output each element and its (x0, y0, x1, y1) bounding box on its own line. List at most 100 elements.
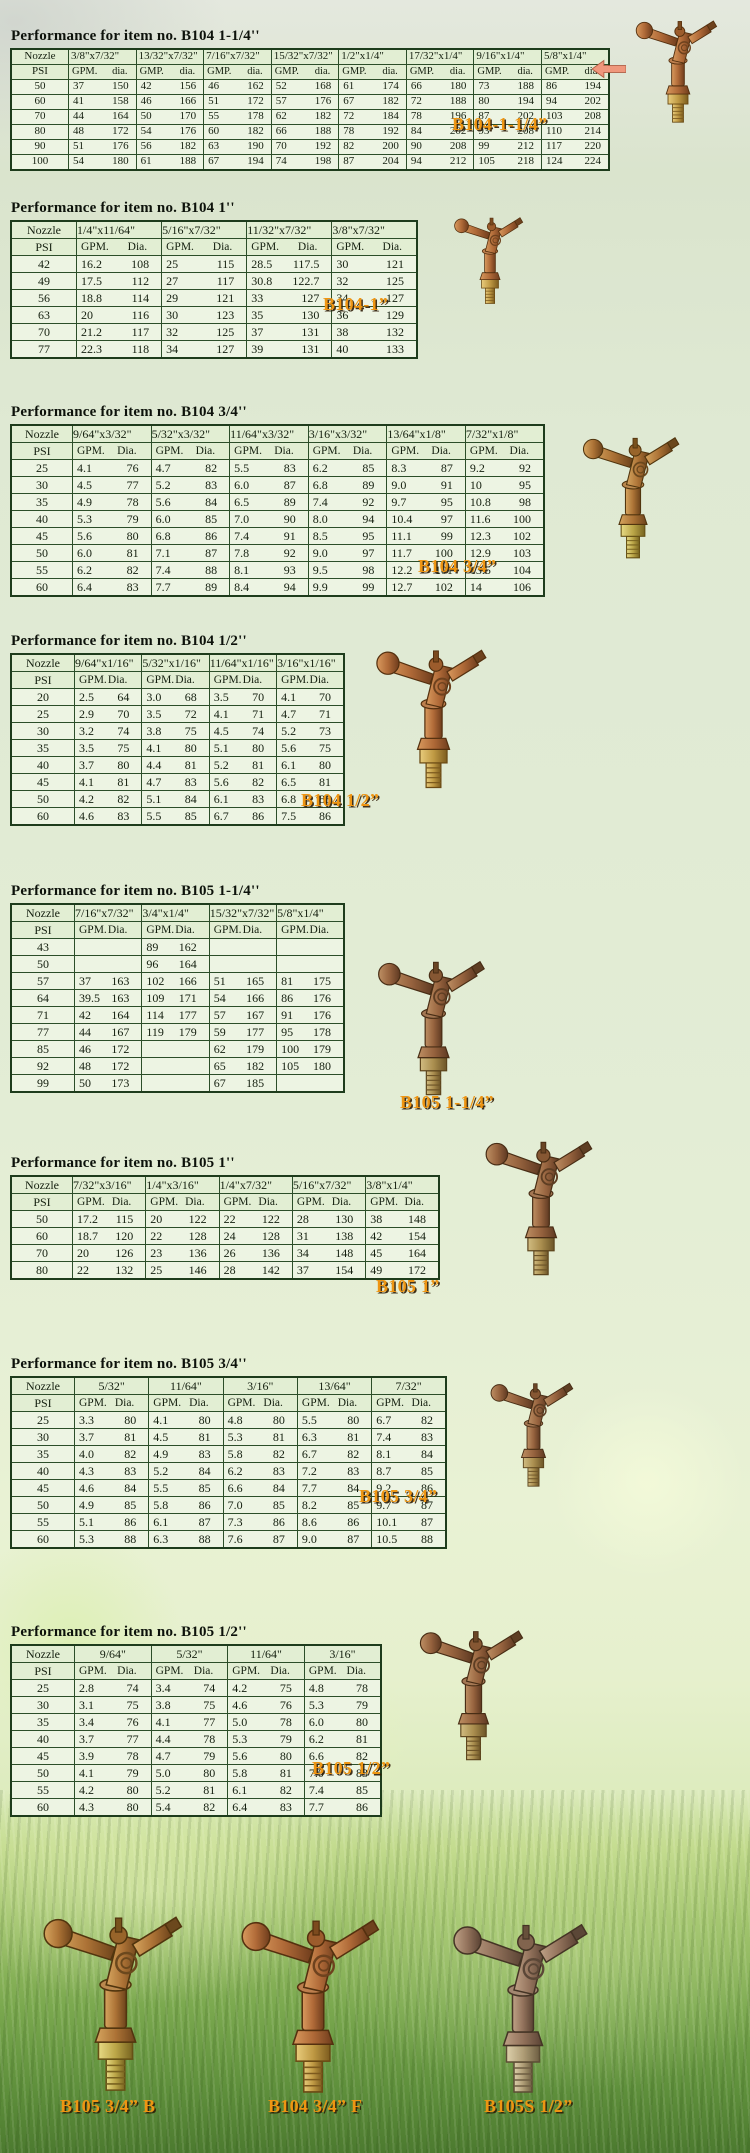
dia-value: 91 (440, 477, 453, 492)
value-cell: 45 164 (365, 1244, 440, 1262)
flow-unit-label: GPM. (213, 673, 242, 686)
value-pair: 86 194 (542, 81, 608, 93)
value-pair: 63 190 (205, 141, 271, 153)
dia-value: 98 (519, 494, 531, 509)
value-cell: 26 136 (218, 1244, 293, 1262)
dia-unit-label: Dia. (189, 1396, 209, 1409)
product-photo-b105-3-4 (446, 1368, 621, 1488)
data-row: 60 6.4 83 7.7 89 8.4 94 9.9 99 12.7 102 14 106 (10, 578, 545, 597)
dia-value: 98 (362, 562, 375, 577)
dia-value: 82 (252, 774, 265, 789)
value-cell: 61 174 (338, 79, 407, 95)
flow-unit-label: GPM. (77, 444, 105, 457)
value-pair: 6.8 86 (152, 530, 229, 543)
nozzle-size-header: 3/16"x3/32" (307, 424, 388, 443)
dia-value: 87 (421, 1497, 433, 1512)
nozzle-size-header: 3/16" (303, 1644, 382, 1663)
product-label-b104-3-4: B104 3/4” (418, 556, 497, 576)
dia-value: 94 (283, 579, 296, 594)
gpm-value: 56 (140, 140, 152, 153)
product-label-b105-1: B105 1” (376, 1276, 440, 1296)
value-cell: 8.6 86 (296, 1513, 373, 1531)
value-cell: 8.1 84 (371, 1445, 447, 1463)
value-pair: 9.9 99 (309, 579, 386, 594)
dia-value: 95 (362, 528, 375, 543)
psi-cell: 55 (10, 1513, 75, 1531)
dia-unit-label: Dia. (212, 240, 233, 253)
value-pair: 34 148 (293, 1247, 364, 1260)
dia-unit-label: Dia. (411, 1396, 431, 1409)
dia-value: 97 (362, 545, 375, 560)
data-row: 35 4.0 82 4.9 83 5.8 82 6.7 82 8.1 84 (10, 1445, 447, 1463)
value-pair: 117 220 (542, 141, 608, 153)
gpm-value: 7.4 (376, 1429, 392, 1444)
value-cell: 4.7 83 (141, 773, 210, 791)
value-pair: 3.8 75 (143, 725, 208, 738)
value-pair: 66 180 (407, 81, 473, 93)
value-pair: 70 192 (272, 140, 338, 153)
data-row: 92 48 172 65 182 105 180 (10, 1057, 345, 1075)
value-cell: 37 154 (291, 1261, 367, 1280)
value-cell: 32 125 (161, 323, 248, 341)
value-pair: 42 164 (76, 1009, 141, 1022)
value-cell: 2.8 74 (74, 1679, 152, 1697)
product-photo-b105-1 (446, 1122, 636, 1277)
value-cell: 3.3 80 (73, 1411, 150, 1429)
product-photo-b104-1-1-4 (612, 6, 744, 124)
value-cell: 4.5 77 (72, 476, 152, 494)
value-cell: 67 182 (338, 94, 407, 110)
dia-value: 192 (314, 140, 332, 153)
psi-cell: 56 (10, 289, 77, 307)
dia-value: 198 (314, 155, 332, 168)
gpm-value: 10.8 (469, 494, 491, 509)
data-row: 50 4.2 82 5.1 84 6.1 83 6.8 83 (10, 790, 345, 808)
gpm-value: 39 (251, 341, 264, 356)
data-row: 77 44 167 119 179 59 177 95 178 (10, 1023, 345, 1041)
value-cell: 7.5 86 (276, 807, 345, 826)
data-row: 42 16.2 108 25 115 28.5 117.5 30 121 (10, 255, 418, 273)
value-cell: 110 214 (540, 124, 610, 140)
value-cell (276, 938, 345, 956)
value-pair: 110 214 (542, 126, 608, 138)
nozzle-size-header: 7/32"x3/16" (71, 1175, 147, 1194)
unit-pair: GPM. Dia. (333, 241, 416, 253)
dia-value: 68 (184, 689, 197, 704)
data-row: 25 3.3 80 4.1 80 4.8 80 5.5 80 6.7 82 (10, 1411, 447, 1429)
gpm-value: 84 (410, 125, 422, 138)
gpm-value: 25 (166, 256, 179, 271)
value-cell: 8.3 87 (386, 459, 466, 477)
value-cell: 7.4 91 (229, 527, 309, 545)
psi-cell: 55 (10, 561, 73, 579)
value-pair: 5.3 79 (305, 1699, 380, 1712)
gpm-value: 119 (146, 1024, 164, 1039)
value-cell: 38 132 (331, 323, 418, 341)
unit-pair: GPM. Dia. (74, 1196, 145, 1208)
psi-cell: 57 (10, 972, 75, 990)
dia-value: 78 (203, 1731, 216, 1746)
gpm-value: 9.9 (312, 579, 328, 594)
gpm-value: 9.0 (301, 1531, 317, 1546)
dia-unit-label: dia. (382, 66, 398, 78)
gpm-value: 5.6 (77, 528, 92, 543)
gpm-value: 37 (296, 1262, 309, 1277)
gpm-value: 4.1 (153, 1412, 169, 1427)
gpm-value: 5.5 (234, 460, 250, 475)
value-pair: 8.7 85 (373, 1465, 445, 1478)
value-pair: 4.7 83 (143, 776, 208, 789)
value-pair: 6.8 89 (309, 479, 386, 492)
section-b104-1-2: Performance for item no. B104 1/2'' Nozz… (10, 633, 345, 826)
value-cell: 9.9 99 (307, 578, 388, 597)
section-b104-1-1-4: Performance for item no. B104 1-1/4'' No… (10, 28, 610, 171)
value-pair: 66 188 (272, 126, 338, 138)
value-pair: 7.0 90 (231, 513, 308, 526)
unit-row: PSI GPM. dia. GMP. dia. GMP. dia. GMP. dia. GMP. d… (10, 64, 610, 80)
dia-value: 87 (283, 477, 296, 492)
value-cell: 4.8 78 (303, 1679, 382, 1697)
value-pair: 90 208 (407, 141, 473, 153)
gpm-value: 95 (281, 1024, 294, 1039)
gpm-value: 14 (469, 579, 482, 594)
dia-value: 73 (319, 723, 331, 738)
dia-value: 200 (382, 140, 399, 153)
psi-cell: 40 (10, 510, 73, 528)
table-title: Performance for item no. B104 1-1/4'' (11, 28, 260, 44)
